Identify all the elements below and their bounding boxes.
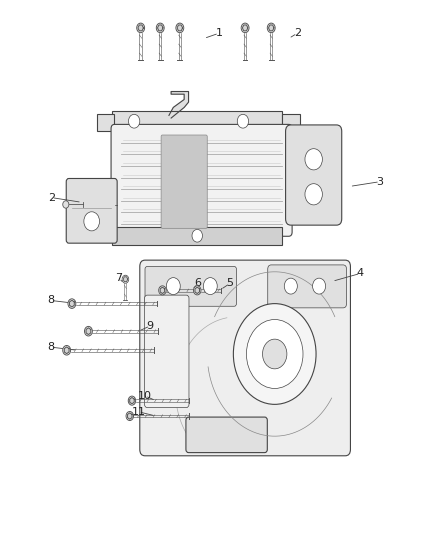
Polygon shape bbox=[242, 25, 248, 31]
Circle shape bbox=[241, 23, 249, 33]
Text: 7: 7 bbox=[115, 273, 123, 283]
Circle shape bbox=[126, 411, 134, 421]
Text: 6: 6 bbox=[194, 278, 201, 288]
Circle shape bbox=[122, 275, 129, 283]
Polygon shape bbox=[158, 25, 163, 31]
Circle shape bbox=[237, 114, 249, 128]
Polygon shape bbox=[268, 25, 274, 31]
Circle shape bbox=[305, 149, 322, 170]
Text: 10: 10 bbox=[138, 391, 152, 401]
Circle shape bbox=[85, 326, 92, 336]
FancyBboxPatch shape bbox=[66, 179, 117, 243]
Circle shape bbox=[194, 286, 201, 295]
Polygon shape bbox=[160, 287, 165, 294]
Text: 1: 1 bbox=[215, 28, 223, 38]
FancyBboxPatch shape bbox=[111, 124, 292, 236]
Circle shape bbox=[63, 345, 71, 355]
Circle shape bbox=[284, 278, 297, 294]
Polygon shape bbox=[127, 413, 132, 419]
Circle shape bbox=[262, 339, 287, 369]
Text: 5: 5 bbox=[226, 278, 233, 288]
FancyBboxPatch shape bbox=[145, 295, 189, 408]
Circle shape bbox=[156, 23, 164, 33]
Text: 3: 3 bbox=[377, 176, 384, 187]
Circle shape bbox=[63, 201, 69, 208]
Circle shape bbox=[159, 286, 166, 295]
FancyBboxPatch shape bbox=[113, 227, 282, 245]
Text: 2: 2 bbox=[294, 28, 301, 38]
Text: 11: 11 bbox=[131, 407, 145, 417]
Circle shape bbox=[128, 396, 136, 405]
Polygon shape bbox=[70, 300, 74, 307]
Text: 4: 4 bbox=[357, 269, 364, 278]
FancyBboxPatch shape bbox=[161, 135, 207, 228]
Circle shape bbox=[247, 319, 303, 389]
FancyBboxPatch shape bbox=[113, 111, 282, 131]
FancyBboxPatch shape bbox=[282, 114, 300, 131]
Circle shape bbox=[68, 299, 76, 309]
FancyBboxPatch shape bbox=[140, 260, 350, 456]
Polygon shape bbox=[195, 287, 199, 294]
FancyBboxPatch shape bbox=[145, 266, 237, 306]
FancyBboxPatch shape bbox=[286, 125, 342, 225]
Polygon shape bbox=[138, 25, 143, 31]
Circle shape bbox=[84, 212, 99, 231]
Text: 2: 2 bbox=[48, 192, 55, 203]
FancyBboxPatch shape bbox=[97, 114, 114, 131]
FancyBboxPatch shape bbox=[186, 417, 267, 453]
Circle shape bbox=[305, 184, 322, 205]
Circle shape bbox=[176, 23, 184, 33]
Polygon shape bbox=[169, 92, 188, 118]
Polygon shape bbox=[177, 25, 183, 31]
Text: 8: 8 bbox=[47, 295, 54, 305]
Circle shape bbox=[267, 23, 275, 33]
Polygon shape bbox=[130, 398, 134, 404]
Text: 8: 8 bbox=[47, 342, 54, 352]
Polygon shape bbox=[64, 347, 69, 353]
Polygon shape bbox=[86, 328, 91, 335]
Circle shape bbox=[233, 304, 316, 405]
FancyBboxPatch shape bbox=[268, 265, 346, 308]
Circle shape bbox=[203, 278, 217, 295]
Text: 9: 9 bbox=[147, 321, 154, 331]
Circle shape bbox=[166, 278, 180, 295]
Circle shape bbox=[137, 23, 145, 33]
Polygon shape bbox=[123, 277, 128, 281]
Circle shape bbox=[313, 278, 325, 294]
Circle shape bbox=[192, 229, 202, 242]
Circle shape bbox=[128, 114, 140, 128]
